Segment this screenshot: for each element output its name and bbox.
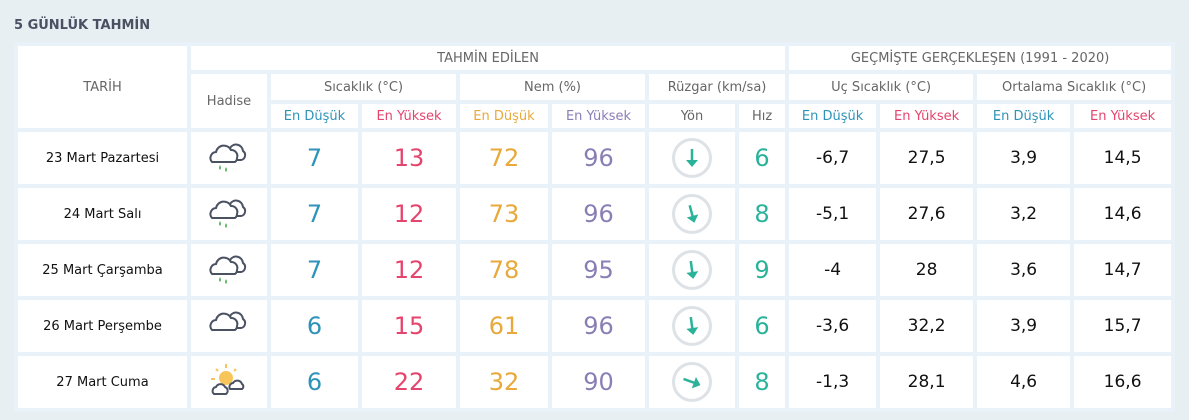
table-row: 24 Mart Salı 7 12 73 96 8 -5,1 27,6 3,2 14,6 <box>18 188 1172 240</box>
cloud-rain-icon <box>191 188 267 240</box>
header-temp-low: En Düşük <box>271 104 358 128</box>
temp-low: 7 <box>271 188 358 240</box>
wind-speed: 8 <box>739 356 786 408</box>
header-temp: Sıcaklık (°C) <box>271 74 456 100</box>
header-ext-low: En Düşük <box>789 104 877 128</box>
humidity-low: 32 <box>460 356 548 408</box>
header-avg-high: En Yüksek <box>1074 104 1172 128</box>
wind-direction <box>649 188 735 240</box>
header-humidity: Nem (%) <box>460 74 645 100</box>
header-speed: Hız <box>739 104 786 128</box>
temp-high: 12 <box>362 244 456 296</box>
header-ext-high: En Yüksek <box>880 104 974 128</box>
header-avg-low: En Düşük <box>977 104 1071 128</box>
header-hum-high: En Yüksek <box>552 104 645 128</box>
temp-high: 15 <box>362 300 456 352</box>
temp-high: 13 <box>362 132 456 184</box>
wind-arrow-icon <box>672 250 712 290</box>
cloud-rain-icon <box>191 132 267 184</box>
humidity-high: 96 <box>552 300 645 352</box>
forecast-table: TARİH TAHMİN EDİLEN GEÇMİŞTE GERÇEKLEŞEN… <box>14 42 1176 412</box>
extreme-high: 27,5 <box>880 132 974 184</box>
table-row: 23 Mart Pazartesi 7 13 72 96 6 -6,7 27,5 3,9 14,5 <box>18 132 1172 184</box>
average-high: 16,6 <box>1074 356 1172 408</box>
humidity-low: 73 <box>460 188 548 240</box>
wind-direction <box>649 300 735 352</box>
wind-speed: 6 <box>739 300 786 352</box>
average-low: 4,6 <box>977 356 1071 408</box>
average-low: 3,9 <box>977 300 1071 352</box>
table-row: 27 Mart Cuma 6 22 32 90 8 -1,3 28,1 4,6 16,6 <box>18 356 1172 408</box>
wind-direction <box>649 132 735 184</box>
extreme-high: 32,2 <box>880 300 974 352</box>
humidity-low: 61 <box>460 300 548 352</box>
wind-direction <box>649 244 735 296</box>
header-direction: Yön <box>649 104 735 128</box>
date-cell: 24 Mart Salı <box>18 188 187 240</box>
header-extreme: Uç Sıcaklık (°C) <box>789 74 974 100</box>
extreme-low: -4 <box>789 244 877 296</box>
average-high: 14,7 <box>1074 244 1172 296</box>
extreme-high: 28,1 <box>880 356 974 408</box>
extreme-low: -3,6 <box>789 300 877 352</box>
extreme-high: 28 <box>880 244 974 296</box>
date-cell: 25 Mart Çarşamba <box>18 244 187 296</box>
wind-arrow-icon <box>672 138 712 178</box>
extreme-low: -5,1 <box>789 188 877 240</box>
temp-low: 6 <box>271 356 358 408</box>
extreme-low: -1,3 <box>789 356 877 408</box>
table-row: 26 Mart Perşembe 6 15 61 96 6 -3,6 32,2 3,9 15,7 <box>18 300 1172 352</box>
humidity-high: 90 <box>552 356 645 408</box>
humidity-high: 96 <box>552 132 645 184</box>
temp-low: 6 <box>271 300 358 352</box>
wind-direction <box>649 356 735 408</box>
header-date: TARİH <box>18 46 187 128</box>
temp-high: 12 <box>362 188 456 240</box>
wind-arrow-icon <box>672 362 712 402</box>
header-temp-high: En Yüksek <box>362 104 456 128</box>
average-low: 3,2 <box>977 188 1071 240</box>
date-cell: 27 Mart Cuma <box>18 356 187 408</box>
wind-speed: 6 <box>739 132 786 184</box>
extreme-low: -6,7 <box>789 132 877 184</box>
average-high: 14,5 <box>1074 132 1172 184</box>
average-low: 3,9 <box>977 132 1071 184</box>
wind-arrow-icon <box>672 194 712 234</box>
header-event: Hadise <box>191 74 267 128</box>
page-title: 5 GÜNLÜK TAHMİN <box>14 18 151 33</box>
temp-low: 7 <box>271 132 358 184</box>
date-cell: 26 Mart Perşembe <box>18 300 187 352</box>
wind-speed: 8 <box>739 188 786 240</box>
cloud-rain-icon <box>191 244 267 296</box>
table-row: 25 Mart Çarşamba 7 12 78 95 9 -4 28 3,6 14,7 <box>18 244 1172 296</box>
humidity-low: 72 <box>460 132 548 184</box>
header-forecast: TAHMİN EDİLEN <box>191 46 786 70</box>
average-low: 3,6 <box>977 244 1071 296</box>
average-high: 15,7 <box>1074 300 1172 352</box>
average-high: 14,6 <box>1074 188 1172 240</box>
humidity-high: 96 <box>552 188 645 240</box>
header-hum-low: En Düşük <box>460 104 548 128</box>
partly-sunny-icon <box>191 356 267 408</box>
humidity-high: 95 <box>552 244 645 296</box>
header-average: Ortalama Sıcaklık (°C) <box>977 74 1172 100</box>
cloud-icon <box>191 300 267 352</box>
wind-speed: 9 <box>739 244 786 296</box>
temp-low: 7 <box>271 244 358 296</box>
wind-arrow-icon <box>672 306 712 346</box>
temp-high: 22 <box>362 356 456 408</box>
header-past: GEÇMİŞTE GERÇEKLEŞEN (1991 - 2020) <box>789 46 1172 70</box>
extreme-high: 27,6 <box>880 188 974 240</box>
header-wind: Rüzgar (km/sa) <box>649 74 786 100</box>
humidity-low: 78 <box>460 244 548 296</box>
date-cell: 23 Mart Pazartesi <box>18 132 187 184</box>
